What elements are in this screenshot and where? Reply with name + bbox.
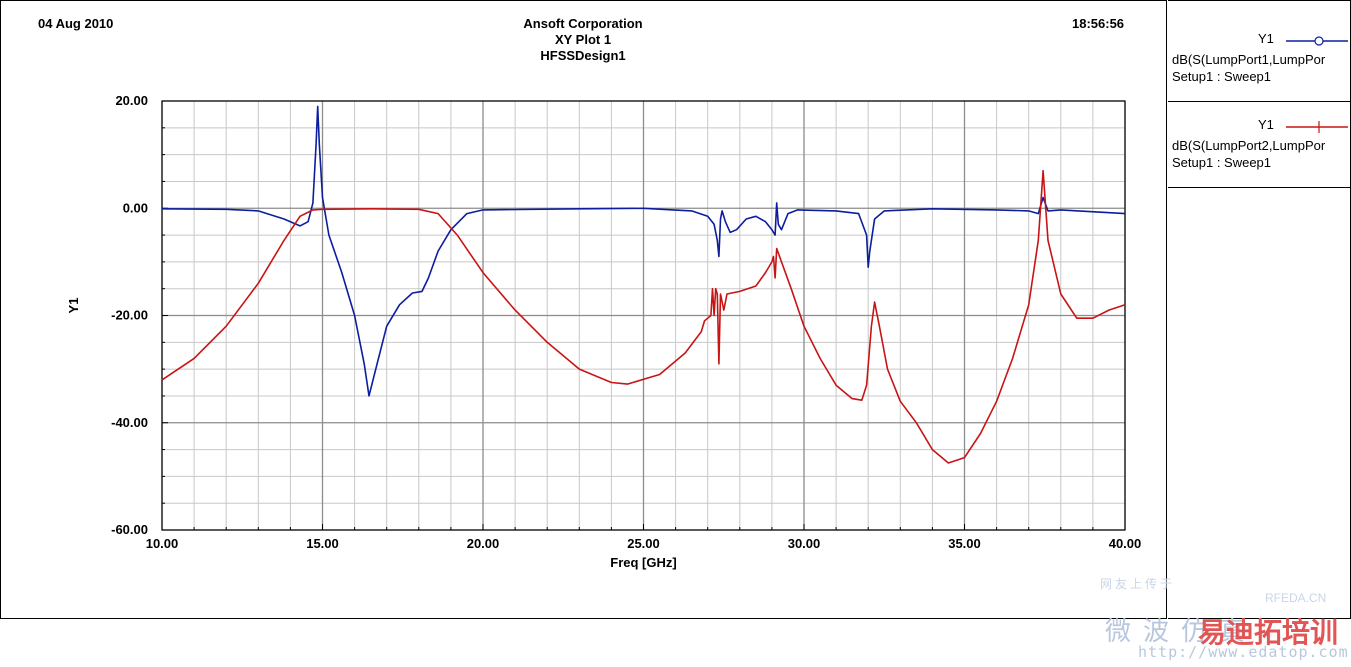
tick-marks: [161, 100, 1126, 531]
watermark-brand: 易迪拓培训: [1198, 617, 1339, 648]
legend-setup-name: Setup1 : Sweep1: [1172, 69, 1272, 84]
legend-trace-name: dB(S(LumpPort1,LumpPor: [1172, 52, 1326, 67]
legend-panel: Y1 dB(S(LumpPort1,LumpPor Setup1 : Sweep…: [1168, 0, 1351, 619]
legend-line-plus-icon: [1286, 121, 1348, 133]
y-tick-labels: 20.00 0.00 -20.00 -40.00 -60.00: [111, 93, 148, 537]
plot-title-block: Ansoft Corporation XY Plot 1 HFSSDesign1: [450, 16, 716, 64]
legend-line-circle-icon: [1286, 36, 1348, 46]
legend-setup-name: Setup1 : Sweep1: [1172, 155, 1272, 170]
y-tick-label: 0.00: [123, 200, 148, 215]
legend-y-label: Y1: [1258, 31, 1274, 46]
y-tick-label: 20.00: [115, 93, 148, 108]
plot-time: 18:56:56: [1072, 16, 1125, 31]
design-name: HFSSDesign1: [540, 48, 626, 63]
xy-plot[interactable]: 10.00 15.00 20.00 25.00 30.00 35.00 40.00 20.0…: [0, 0, 1167, 619]
grid-major: [161, 100, 1126, 531]
y-axis-label: Y1: [66, 298, 81, 314]
series-group: [161, 105, 1126, 464]
watermark-chars: 微波仿真: [1105, 617, 1258, 647]
y-tick-label: -20.00: [111, 308, 148, 323]
plot-date: 04 Aug 2010: [38, 16, 114, 31]
watermark: 网友上传于 RFEDA.CN 微波仿真 易迪拓培训 http://www.eda…: [1080, 575, 1350, 665]
company-name: Ansoft Corporation: [523, 16, 643, 31]
x-tick-label: 25.00: [627, 536, 660, 551]
watermark-top-text: 网友上传于: [1100, 577, 1176, 591]
plot-title: XY Plot 1: [554, 32, 612, 47]
x-tick-label: 10.00: [146, 536, 179, 551]
legend-entry-2[interactable]: Y1 dB(S(LumpPort2,LumpPor Setup1 : Sweep…: [1168, 101, 1350, 188]
plot-frame: [0, 0, 1167, 619]
watermark-url: http://www.edatop.com: [1138, 643, 1349, 661]
series-line-2: [161, 169, 1126, 464]
x-tick-labels: 10.00 15.00 20.00 25.00 30.00 35.00 40.00: [146, 536, 1142, 551]
legend-y-label: Y1: [1258, 117, 1274, 132]
watermark-site-code: RFEDA.CN: [1265, 591, 1327, 605]
x-axis-label: Freq [GHz]: [610, 555, 676, 570]
y-tick-label: -60.00: [111, 522, 148, 537]
legend-trace-name: dB(S(LumpPort2,LumpPor: [1172, 138, 1326, 153]
x-tick-label: 20.00: [467, 536, 500, 551]
legend-entry-1[interactable]: Y1 dB(S(LumpPort1,LumpPor Setup1 : Sweep…: [1168, 15, 1350, 102]
y-tick-label: -40.00: [111, 415, 148, 430]
x-tick-label: 15.00: [306, 536, 339, 551]
x-tick-label: 35.00: [948, 536, 981, 551]
x-tick-label: 30.00: [788, 536, 821, 551]
x-tick-label: 40.00: [1109, 536, 1142, 551]
